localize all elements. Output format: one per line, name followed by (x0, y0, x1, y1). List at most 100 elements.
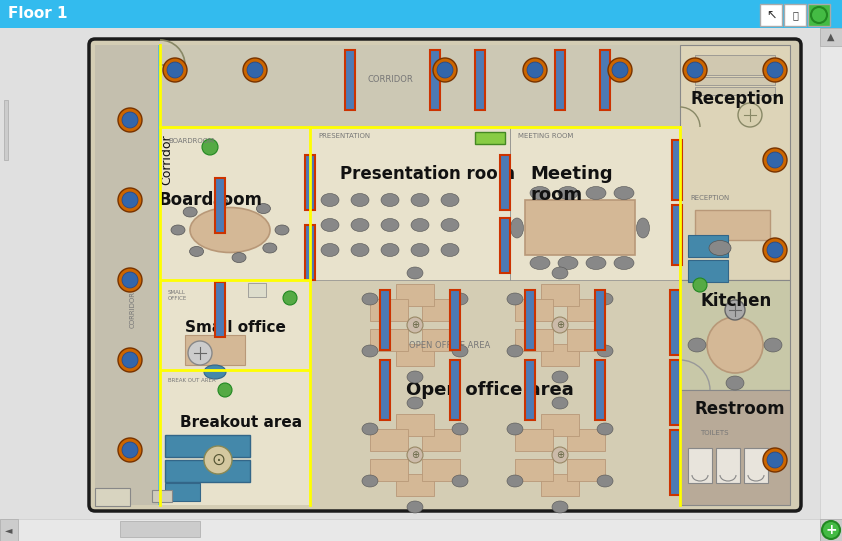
Text: ▲: ▲ (827, 32, 834, 42)
Circle shape (693, 278, 707, 292)
Ellipse shape (407, 501, 423, 513)
Circle shape (167, 62, 183, 78)
Circle shape (763, 148, 787, 172)
Text: ▼: ▼ (827, 526, 834, 536)
Bar (165, 435, 250, 457)
Text: MEETING ROOM: MEETING ROOM (518, 133, 573, 139)
Ellipse shape (184, 207, 197, 217)
Bar (4, 100, 8, 160)
Text: ⊕: ⊕ (411, 450, 419, 460)
Ellipse shape (321, 194, 339, 207)
Bar (160, 127, 310, 280)
FancyBboxPatch shape (370, 329, 408, 351)
FancyBboxPatch shape (370, 429, 408, 451)
FancyBboxPatch shape (515, 429, 553, 451)
Bar (695, 87, 775, 95)
Ellipse shape (407, 397, 423, 409)
Bar (680, 390, 790, 505)
Bar (695, 55, 775, 75)
FancyBboxPatch shape (396, 414, 434, 436)
Ellipse shape (726, 376, 744, 390)
Bar (670, 430, 680, 495)
Circle shape (767, 152, 783, 168)
FancyBboxPatch shape (422, 299, 460, 321)
FancyBboxPatch shape (515, 459, 553, 481)
Circle shape (811, 7, 827, 23)
Bar (430, 50, 440, 110)
FancyBboxPatch shape (396, 474, 434, 496)
Circle shape (218, 383, 232, 397)
Bar (475, 50, 485, 110)
FancyBboxPatch shape (515, 299, 553, 321)
Ellipse shape (189, 247, 204, 256)
Ellipse shape (441, 194, 459, 207)
Text: Corridor: Corridor (161, 134, 173, 185)
Ellipse shape (411, 243, 429, 256)
Bar (160, 370, 310, 505)
Bar (784, 4, 806, 26)
Bar (95, 488, 130, 506)
Ellipse shape (597, 475, 613, 487)
Circle shape (767, 242, 783, 258)
Circle shape (763, 58, 787, 82)
Text: 🔍: 🔍 (792, 10, 798, 20)
Ellipse shape (407, 371, 423, 383)
Text: OPEN OFFICE AREA: OPEN OFFICE AREA (409, 340, 491, 349)
Bar (525, 200, 635, 255)
Text: ↖: ↖ (765, 9, 776, 22)
Circle shape (707, 317, 763, 373)
Ellipse shape (552, 397, 568, 409)
Ellipse shape (381, 194, 399, 207)
Text: Restroom: Restroom (695, 400, 786, 418)
Ellipse shape (171, 225, 185, 235)
Ellipse shape (507, 345, 523, 357)
Circle shape (527, 62, 543, 78)
Bar (500, 218, 510, 273)
Ellipse shape (507, 475, 523, 487)
Bar (152, 490, 172, 502)
Circle shape (763, 238, 787, 262)
Bar (305, 225, 315, 280)
Bar (600, 50, 610, 110)
Ellipse shape (204, 365, 226, 379)
Bar (680, 280, 790, 390)
Circle shape (437, 62, 453, 78)
Bar (695, 77, 775, 85)
Ellipse shape (586, 187, 606, 200)
Bar (475, 132, 505, 144)
Bar (595, 360, 605, 420)
Bar (595, 290, 605, 350)
Ellipse shape (510, 218, 524, 238)
Text: BOARDROOM: BOARDROOM (168, 138, 214, 144)
Bar (380, 290, 390, 350)
Circle shape (767, 452, 783, 468)
Bar (820, 28, 842, 541)
Ellipse shape (552, 267, 568, 279)
FancyBboxPatch shape (89, 39, 801, 511)
Text: Small office: Small office (185, 320, 286, 335)
FancyBboxPatch shape (515, 329, 553, 351)
Circle shape (725, 300, 745, 320)
Circle shape (822, 521, 840, 539)
Bar (0, 519, 18, 541)
Circle shape (687, 62, 703, 78)
Circle shape (122, 352, 138, 368)
Circle shape (612, 62, 628, 78)
Circle shape (243, 58, 267, 82)
Bar (525, 360, 535, 420)
Bar (688, 260, 728, 282)
Ellipse shape (614, 187, 634, 200)
Ellipse shape (190, 208, 270, 253)
Bar (744, 448, 768, 483)
Circle shape (767, 62, 783, 78)
Bar (820, 521, 842, 541)
Circle shape (433, 58, 457, 82)
Bar (345, 50, 355, 110)
Text: Boardroom: Boardroom (158, 191, 262, 209)
Circle shape (202, 139, 218, 155)
Bar (215, 282, 225, 337)
Text: Breakout area: Breakout area (180, 415, 302, 430)
FancyBboxPatch shape (567, 299, 605, 321)
Ellipse shape (351, 243, 369, 256)
Circle shape (552, 317, 568, 333)
